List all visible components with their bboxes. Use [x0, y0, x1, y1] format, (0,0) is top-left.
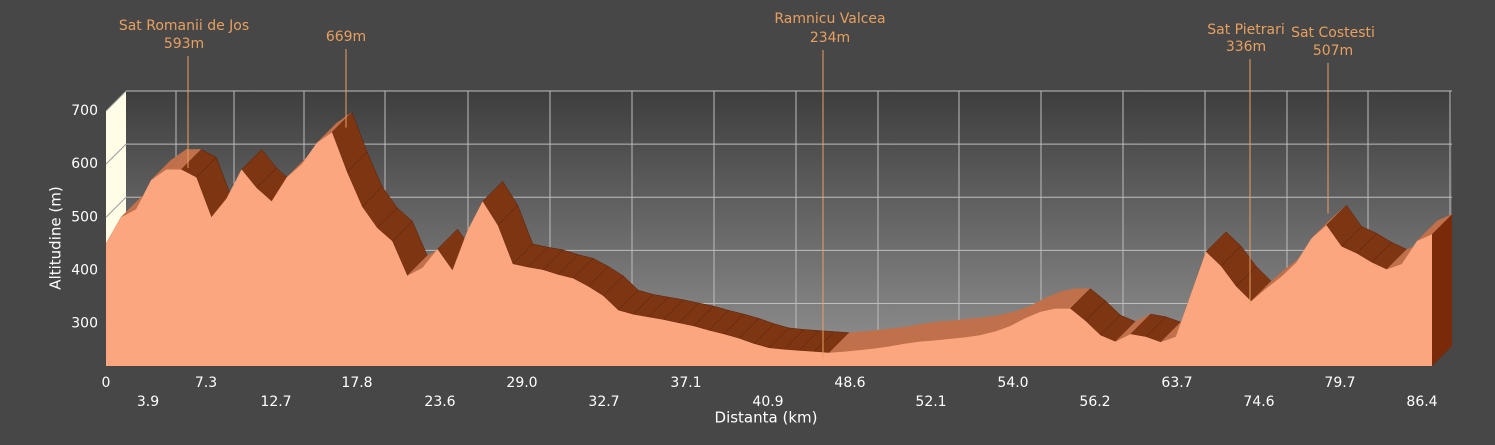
x-tick-label: 74.6 [1243, 394, 1274, 410]
x-axis-label: Distanta (km) [715, 409, 818, 427]
x-tick-label: 17.8 [341, 375, 372, 391]
x-tick-label: 3.9 [137, 394, 159, 410]
x-tick-label: 48.6 [834, 375, 865, 391]
y-tick-label: 500 [71, 209, 98, 225]
x-tick-label: 7.3 [195, 375, 217, 391]
y-tick-label: 300 [71, 316, 98, 332]
x-tick-label: 12.7 [260, 394, 291, 410]
annotation-text: Ramnicu Valcea [774, 11, 885, 27]
elevation-area [106, 132, 1432, 366]
annotation-label: 669m [326, 29, 366, 45]
x-tick-label: 32.7 [588, 394, 619, 410]
annotation-text: Sat Pietrari [1207, 22, 1285, 38]
x-tick-label: 86.4 [1406, 394, 1437, 410]
y-tick-label: 400 [71, 262, 98, 278]
x-tick-label: 29.0 [506, 375, 537, 391]
y-tick-label: 700 [71, 103, 98, 119]
grid-line [105, 90, 127, 112]
annotation-text: Sat Romanii de Jos [119, 18, 249, 34]
x-tick-label: 23.6 [424, 394, 455, 410]
x-tick-label: 54.0 [997, 375, 1028, 391]
x-tick-label: 37.1 [670, 375, 701, 391]
annotation-label: 507m [1313, 43, 1353, 59]
annotation-label: 336m [1226, 39, 1266, 55]
annotation-text: Sat Costesti [1291, 25, 1375, 41]
annotation-label: 593m [164, 36, 204, 52]
side-face [1432, 214, 1452, 366]
x-tick-label: 52.1 [915, 394, 946, 410]
y-axis-label: Altitudine (m) [47, 186, 65, 289]
y-tick-label: 600 [71, 156, 98, 172]
annotation-label: 234m [810, 30, 850, 46]
grid-line [105, 143, 127, 165]
x-tick-label: 40.9 [752, 394, 783, 410]
x-tick-label: 56.2 [1079, 394, 1110, 410]
x-tick-label: 63.7 [1161, 375, 1192, 391]
x-tick-label: 79.7 [1324, 375, 1355, 391]
x-tick-label: 0 [102, 375, 111, 391]
grid-line [105, 196, 127, 218]
